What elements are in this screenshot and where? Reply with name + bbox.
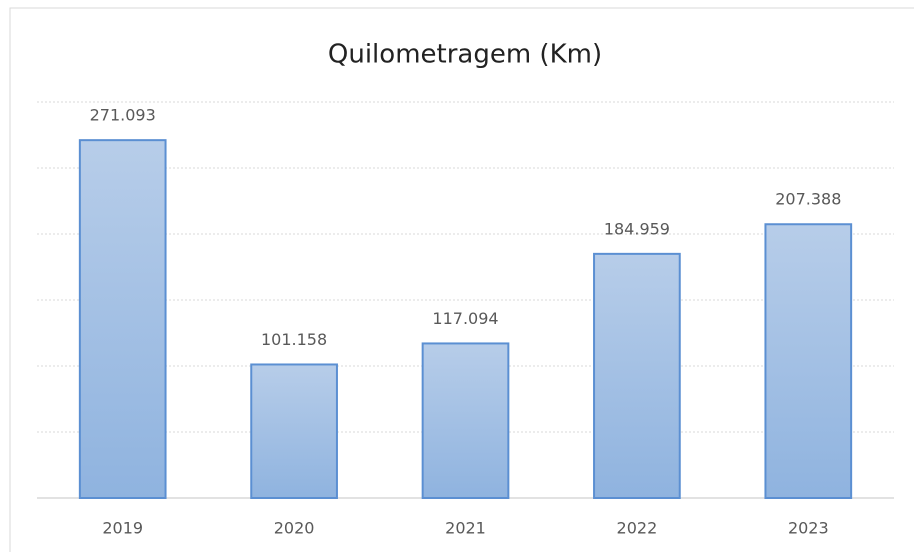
x-tick-label: 2020: [274, 519, 315, 538]
x-tick-label: 2021: [445, 519, 486, 538]
bar: [764, 223, 853, 499]
bar: [593, 252, 681, 499]
chart-title: Quilometragem (Km): [328, 40, 602, 70]
data-label: 184.959: [604, 219, 670, 238]
x-tick-label: 2022: [617, 519, 658, 538]
bar: [421, 342, 510, 499]
bar: [250, 363, 338, 499]
data-label: 271.093: [90, 106, 156, 125]
data-label: 101.158: [261, 330, 327, 349]
data-label: 117.094: [432, 309, 498, 328]
x-tick-label: 2023: [788, 519, 829, 538]
data-label: 207.388: [775, 190, 841, 209]
x-tick-label: 2019: [102, 519, 143, 538]
bar: [78, 139, 167, 500]
